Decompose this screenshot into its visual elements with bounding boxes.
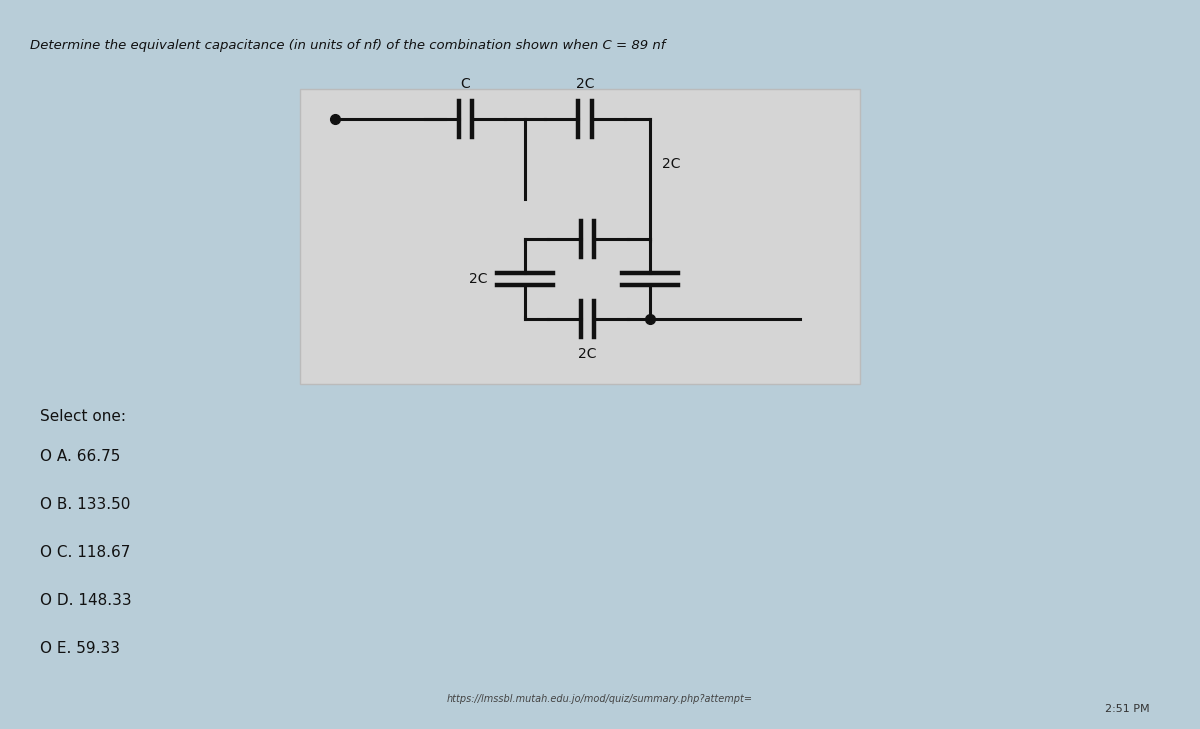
Text: O D. 148.33: O D. 148.33 bbox=[40, 593, 132, 608]
Text: O C. 118.67: O C. 118.67 bbox=[40, 545, 131, 560]
Text: 2C: 2C bbox=[662, 157, 680, 171]
Text: O A. 66.75: O A. 66.75 bbox=[40, 449, 120, 464]
Text: Determine the equivalent capacitance (in units of nf) of the combination shown w: Determine the equivalent capacitance (in… bbox=[30, 39, 665, 52]
Text: https://lmssbl.mutah.edu.jo/mod/quiz/summary.php?attempt=: https://lmssbl.mutah.edu.jo/mod/quiz/sum… bbox=[446, 694, 754, 704]
Text: 2C: 2C bbox=[578, 347, 596, 361]
FancyBboxPatch shape bbox=[300, 89, 860, 384]
Text: O E. 59.33: O E. 59.33 bbox=[40, 641, 120, 656]
Text: 2C: 2C bbox=[468, 272, 487, 286]
Text: 2C: 2C bbox=[576, 77, 594, 91]
Text: 2:51 PM: 2:51 PM bbox=[1105, 704, 1150, 714]
Text: C: C bbox=[460, 77, 470, 91]
Text: Select one:: Select one: bbox=[40, 409, 126, 424]
Text: O B. 133.50: O B. 133.50 bbox=[40, 497, 131, 512]
